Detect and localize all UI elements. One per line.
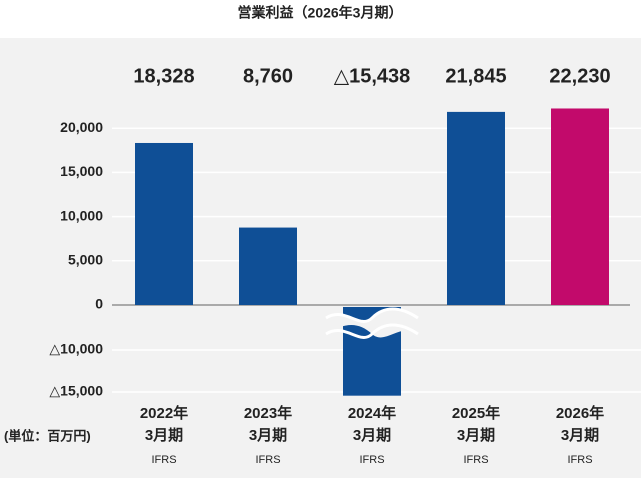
y-tick-label: △10,000 xyxy=(49,341,103,357)
x-tick-label: 3月期 xyxy=(457,426,495,444)
x-tick-label: 2025年 xyxy=(452,404,500,422)
break-line xyxy=(325,323,419,339)
x-tick-label: 3月期 xyxy=(249,426,287,444)
bar xyxy=(239,227,297,305)
x-tick-note: IFRS xyxy=(151,454,176,466)
value-label: 8,760 xyxy=(243,65,293,87)
y-tick-label: 10,000 xyxy=(60,207,103,223)
y-tick-label: 5,000 xyxy=(68,252,103,268)
plot-background xyxy=(0,38,641,478)
bar xyxy=(135,142,193,305)
bars xyxy=(135,108,609,396)
axis-break xyxy=(325,307,419,339)
x-tick-note: IFRS xyxy=(567,454,592,466)
bar xyxy=(447,111,505,305)
x-tick-label: 2026年 xyxy=(556,404,604,422)
value-label: △15,438 xyxy=(334,65,411,87)
value-label: 22,230 xyxy=(549,65,610,87)
y-tick-label: 20,000 xyxy=(60,119,103,135)
break-line xyxy=(325,307,419,323)
value-label: 18,328 xyxy=(133,65,194,87)
labels: 20,000 15,000 10,000 5,000 0 △10,000 △15,000 18… xyxy=(49,65,610,466)
unit-label: (単位：百万円) xyxy=(4,428,91,443)
x-tick-label: 3月期 xyxy=(561,426,599,444)
y-tick-label: 15,000 xyxy=(60,163,103,179)
break-band xyxy=(326,309,418,338)
chart-title: 営業利益（2026年3月期） xyxy=(238,5,403,21)
x-tick-label: 2022年 xyxy=(140,404,188,422)
x-tick-label: 3月期 xyxy=(145,426,183,444)
y-tick-label: 0 xyxy=(95,296,103,312)
value-label: 21,845 xyxy=(445,65,506,87)
bar xyxy=(551,108,609,305)
x-tick-note: IFRS xyxy=(359,454,384,466)
x-tick-label: 2024年 xyxy=(348,404,396,422)
y-tick-label: △15,000 xyxy=(49,383,103,399)
x-tick-label: 3月期 xyxy=(353,426,391,444)
x-tick-note: IFRS xyxy=(463,454,488,466)
x-tick-label: 2023年 xyxy=(244,404,292,422)
x-tick-note: IFRS xyxy=(255,454,280,466)
